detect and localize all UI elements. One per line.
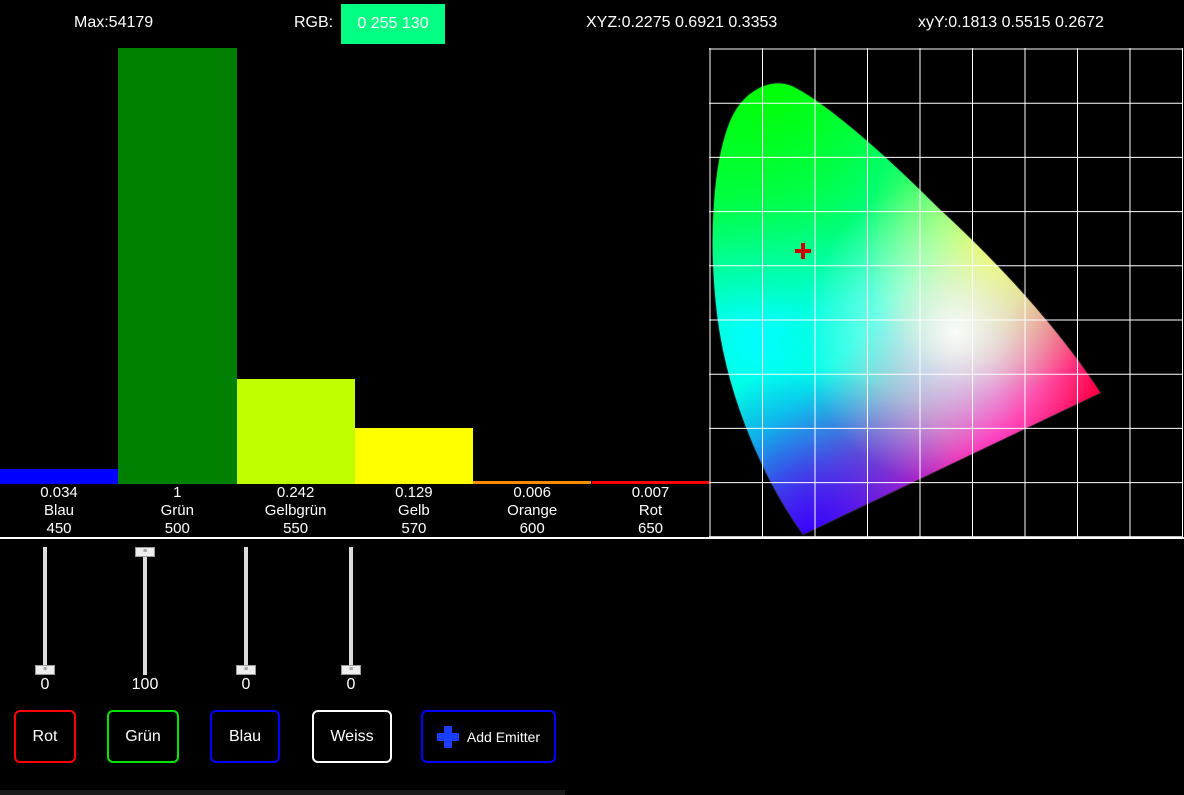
slider-rot-track[interactable] (43, 547, 47, 675)
cie-grid (709, 48, 1183, 538)
blau-button-label: Blau (228, 727, 262, 745)
bar-wavelength: 500 (164, 520, 190, 537)
rot-button[interactable]: Rot (14, 710, 76, 763)
bar-rot (591, 480, 710, 484)
slider-weiss-thumb[interactable]: ≡ (341, 665, 361, 675)
bar-orange (473, 481, 592, 484)
bar-value: 0.007 (631, 484, 670, 501)
slider-blau-thumb[interactable]: ≡ (236, 665, 256, 675)
slider-gruen-track[interactable] (143, 547, 147, 675)
rgb-label: RGB: (294, 14, 334, 31)
max-readout: Max:54179 (74, 14, 154, 31)
slider-blau-track[interactable] (244, 547, 248, 675)
bar-category: Orange (507, 502, 558, 519)
bar-value: 1 (173, 484, 182, 501)
gruen-button[interactable]: Grün (107, 710, 179, 763)
bar-label-rot: 0.007 Rot 650 (592, 484, 710, 538)
slider-rot-value: 0 (40, 676, 50, 693)
marker-vbar (801, 243, 805, 259)
bar-grün (118, 48, 237, 484)
rot-button-label: Rot (32, 727, 58, 745)
bar-wavelength: 550 (283, 520, 309, 537)
bar-category: Gelb (398, 502, 430, 519)
bar-label-gelbgrün: 0.242 Gelbgrün 550 (237, 484, 355, 538)
spectrum-bar-chart (0, 48, 710, 484)
chromaticity-marker (795, 243, 811, 259)
bar-value: 0.129 (395, 484, 433, 501)
bar-value: 0.242 (276, 484, 315, 501)
bar-category: Blau (43, 502, 75, 519)
weiss-button[interactable]: Weiss (312, 710, 392, 763)
slider-weiss-track[interactable] (349, 547, 353, 675)
bar-wavelength: 650 (637, 520, 664, 537)
bar-gelbgrün (236, 378, 355, 484)
bar-wavelength: 600 (519, 520, 545, 537)
slider-gruen-thumb[interactable]: ≡ (135, 547, 155, 557)
slider-blau-value: 0 (241, 676, 251, 693)
gruen-button-label: Grün (125, 727, 161, 745)
rgb-swatch: 0 255 130 (341, 4, 445, 44)
bottom-strip (0, 790, 565, 795)
slider-weiss-value: 0 (346, 676, 356, 693)
xyy-readout: xyY:0.1813 0.5515 0.2672 (918, 14, 1104, 31)
bar-category: Grün (160, 502, 194, 519)
blau-button[interactable]: Blau (210, 710, 280, 763)
slider-rot-thumb[interactable]: ≡ (35, 665, 55, 675)
bar-wavelength: 570 (401, 520, 427, 537)
bar-blau (0, 469, 119, 484)
cie-chromaticity-diagram (709, 48, 1183, 538)
bar-label-gelb: 0.129 Gelb 570 (355, 484, 473, 538)
add-emitter-label: Add Emitter (466, 728, 541, 745)
bar-value: 0.034 (40, 484, 78, 501)
bar-label-grün: 1 Grün 500 (118, 484, 236, 538)
divider (0, 537, 1184, 539)
slider-gruen-value: 100 (131, 676, 159, 693)
bar-label-blau: 0.034 Blau 450 (0, 484, 118, 538)
bar-wavelength: 450 (46, 520, 72, 537)
bar-gelb (354, 427, 474, 484)
plus-icon (436, 725, 459, 748)
bar-category: Rot (638, 502, 663, 519)
weiss-button-label: Weiss (330, 727, 374, 745)
bar-value: 0.006 (513, 484, 551, 501)
add-emitter-button[interactable]: Add Emitter (421, 710, 556, 763)
bar-category: Gelbgrün (264, 502, 327, 519)
xyz-readout: XYZ:0.2275 0.6921 0.3353 (586, 14, 778, 31)
bar-label-orange: 0.006 Orange 600 (473, 484, 591, 538)
